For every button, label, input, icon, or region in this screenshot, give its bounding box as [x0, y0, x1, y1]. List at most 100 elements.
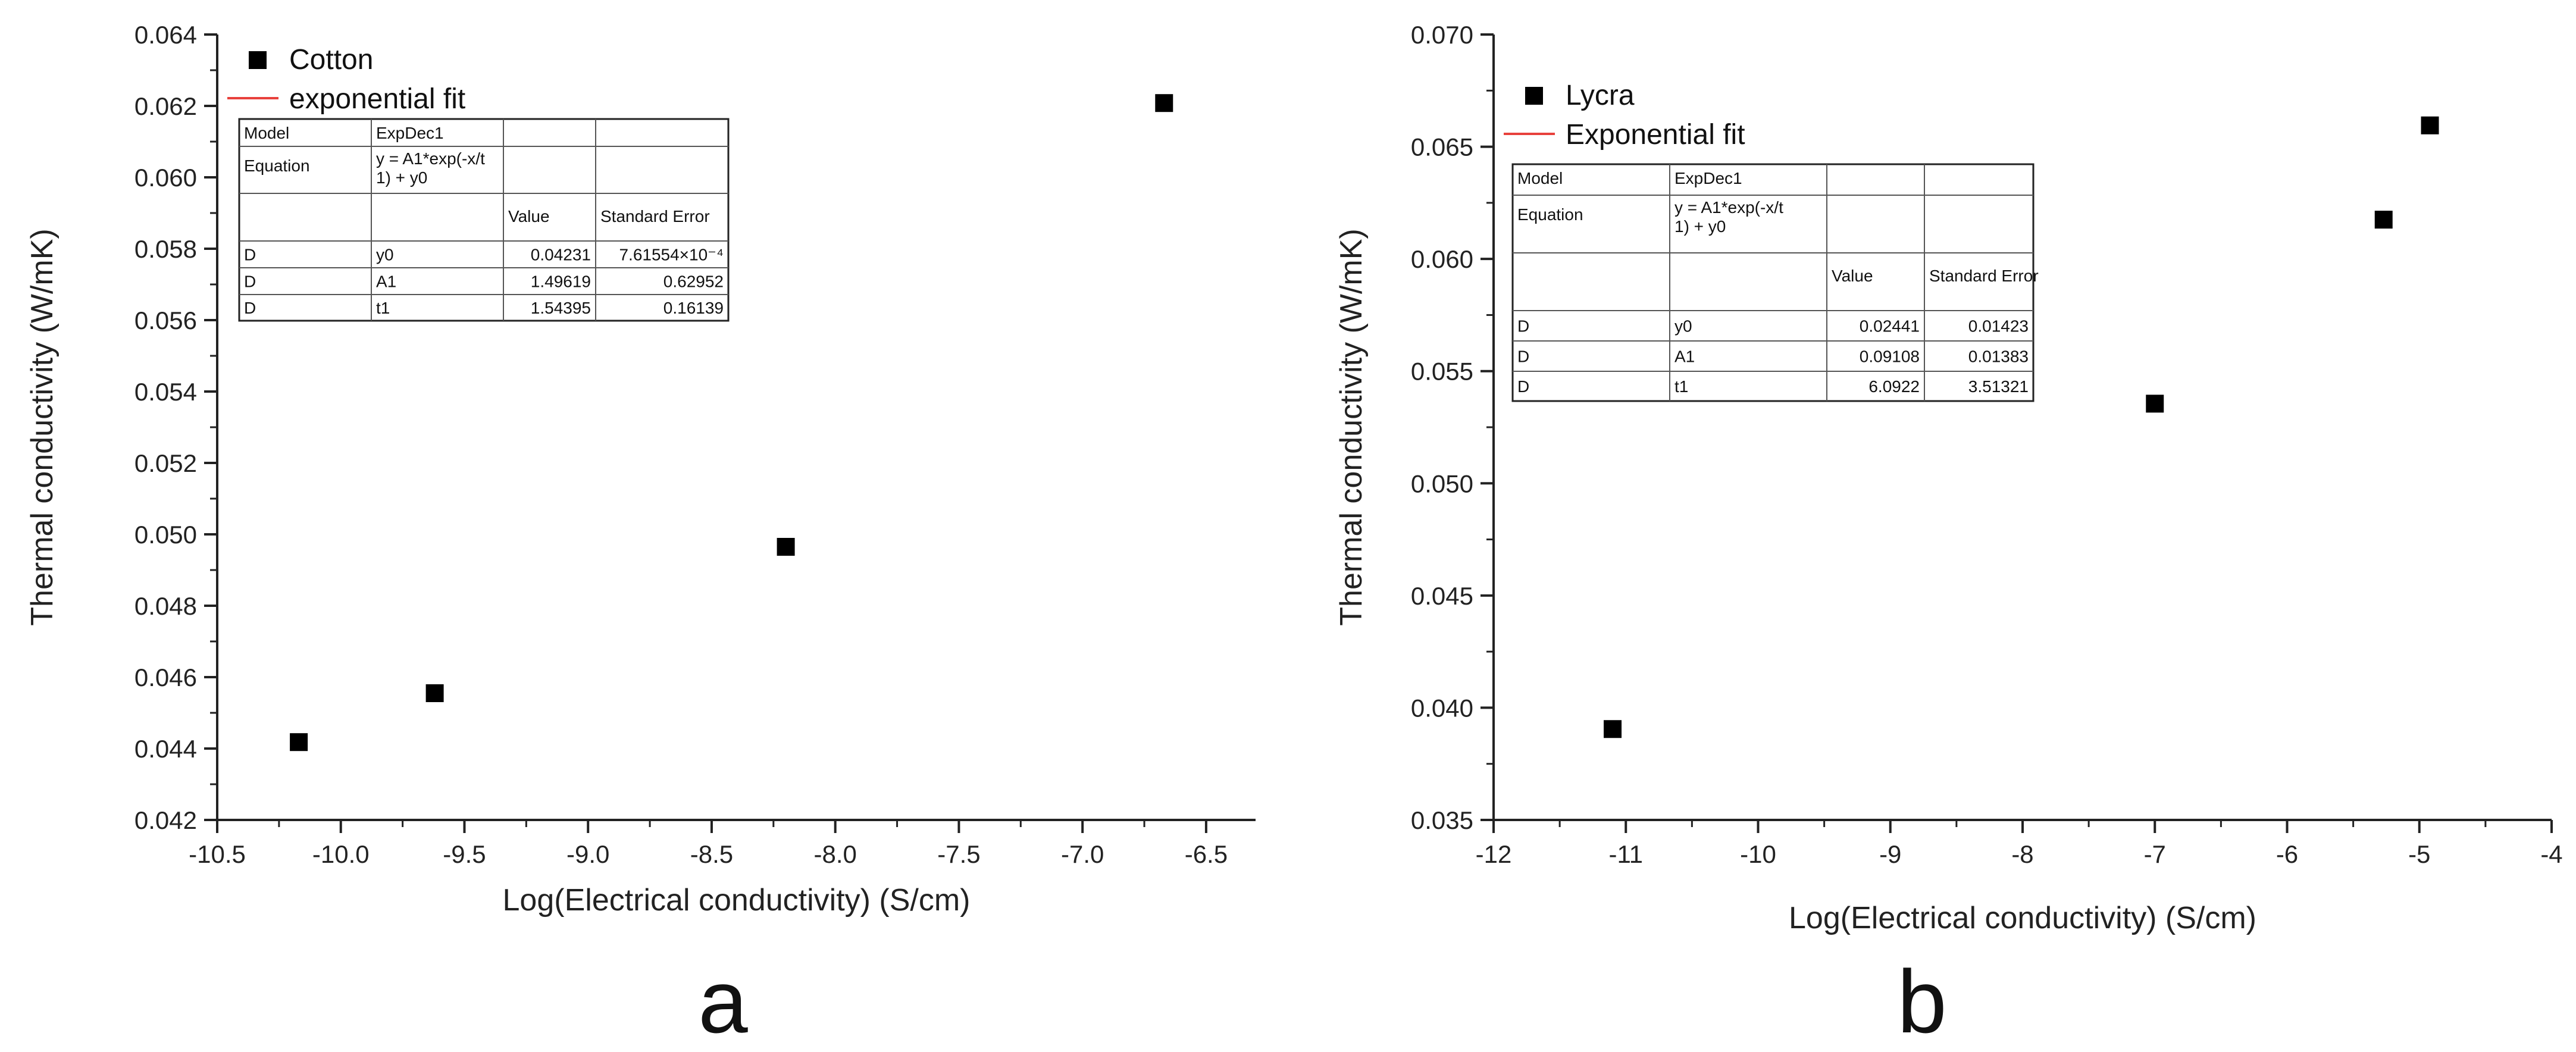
- y-tick-label: 0.060: [1411, 245, 1473, 273]
- x-tick-label: -7.5: [937, 840, 980, 868]
- fit-table-cell: D: [244, 299, 256, 317]
- fit-table-cell: 0.16139: [663, 299, 724, 317]
- y-tick-label: 0.056: [134, 306, 197, 334]
- data-point: [2421, 116, 2439, 134]
- data-point: [2146, 394, 2164, 413]
- x-tick-label: -12: [1476, 840, 1512, 868]
- x-tick-label: -11: [1608, 840, 1643, 868]
- fit-table-cell: D: [1517, 377, 1529, 396]
- fit-table-header: Value: [508, 207, 550, 226]
- panel-label: b: [1897, 951, 1946, 1051]
- fit-table-border: [238, 118, 730, 322]
- legend-marker: [1525, 87, 1543, 105]
- legend-label-fit: exponential fit: [289, 83, 465, 115]
- fit-table-cell: A1: [1674, 347, 1695, 366]
- y-tick-label: 0.044: [134, 735, 197, 763]
- fit-table-cell: 0.01383: [1968, 347, 2029, 366]
- fit-table-cell: y0: [376, 246, 394, 264]
- data-point: [290, 733, 308, 752]
- data-point: [425, 684, 444, 702]
- y-tick-label: 0.055: [1411, 358, 1473, 386]
- x-tick-label: -7.0: [1061, 840, 1104, 868]
- y-tick-label: 0.054: [134, 378, 197, 406]
- fit-table-cell: D: [1517, 347, 1529, 366]
- y-tick-label: 0.045: [1411, 582, 1473, 610]
- fit-table-equation-label: Equation: [1517, 205, 1583, 224]
- fit-table-model-value: ExpDec1: [1674, 169, 1742, 187]
- x-axis-title: Log(Electrical conductivity) (S/cm): [1789, 901, 2256, 935]
- fit-table-header: Standard Error: [1929, 267, 2039, 285]
- fit-table-model-value: ExpDec1: [376, 124, 444, 142]
- x-tick-label: -9: [1879, 840, 1901, 868]
- x-tick-label: -10.0: [312, 840, 370, 868]
- fit-table-cell: 0.01423: [1968, 317, 2029, 336]
- legend-marker: [249, 51, 267, 69]
- data-point: [1155, 94, 1173, 112]
- y-tick-label: 0.060: [134, 164, 197, 192]
- fit-table-border: [1511, 163, 2034, 402]
- fit-table-cell: 7.61554×10⁻⁴: [619, 246, 724, 264]
- x-tick-label: -4: [2540, 840, 2562, 868]
- chart-panel-b: -12 -11 -10 -9 -8 -7 -6 -5 -4 0.035 0.040 0.045 0.05…: [1334, 21, 2563, 1051]
- y-tick-label: 0.050: [134, 521, 197, 549]
- x-axis-title: Log(Electrical conductivity) (S/cm): [503, 883, 971, 918]
- fit-table-cell: 0.02441: [1860, 317, 1920, 336]
- x-tick-label: -7: [2144, 840, 2166, 868]
- fit-table-header: Standard Error: [600, 207, 710, 226]
- fit-table-equation-line: 1) + y0: [1674, 217, 1726, 236]
- fit-table-header: Value: [1832, 267, 1873, 285]
- fit-table-cell: 0.62952: [663, 273, 724, 291]
- x-tick-label: -8: [2011, 840, 2033, 868]
- y-tick-label: 0.058: [134, 235, 197, 263]
- fit-table-cell: 3.51321: [1968, 377, 2029, 396]
- x-tick-label: -8.5: [690, 840, 733, 868]
- fit-table-equation-line: y = A1*exp(-x/t: [376, 149, 485, 168]
- fit-table-cell: 1.49619: [531, 273, 591, 291]
- y-tick-label: 0.042: [134, 806, 197, 834]
- fit-table-model-label: Model: [1517, 169, 1563, 187]
- y-tick-label: 0.062: [134, 92, 197, 120]
- x-tick-label: -6.5: [1185, 840, 1228, 868]
- legend-label-scatter: Cotton: [289, 44, 373, 76]
- fit-table-equation-line: 1) + y0: [376, 168, 427, 187]
- x-tick-label: -9.5: [443, 840, 486, 868]
- legend-label-scatter: Lycra: [1566, 80, 1635, 111]
- y-axis-title: Thermal conductivity (W/mK): [1334, 228, 1369, 625]
- y-axis-title: Thermal conductivity (W/mK): [25, 228, 60, 625]
- fit-table: Model ExpDec1 Equation y = A1*exp(-x/t1) + …: [238, 118, 730, 322]
- y-tick-label: 0.065: [1411, 133, 1473, 161]
- panel-label: a: [698, 951, 748, 1051]
- fit-table-cell: y0: [1674, 317, 1692, 336]
- y-tick-label: 0.070: [1411, 21, 1473, 49]
- y-tick-label: 0.040: [1411, 694, 1473, 722]
- y-tick-label: 0.046: [134, 663, 197, 691]
- y-tick-label: 0.050: [1411, 469, 1473, 497]
- fit-table-equation-line: y = A1*exp(-x/t: [1674, 198, 1783, 217]
- y-tick-label: 0.064: [134, 21, 197, 49]
- x-tick-label: -10.5: [189, 840, 246, 868]
- fit-table-cell: A1: [376, 273, 396, 291]
- fit-table-cell: 6.0922: [1868, 377, 1920, 396]
- fit-table-cell: t1: [1674, 377, 1688, 396]
- fit-table-cell: D: [244, 273, 256, 291]
- legend-label-fit: Exponential fit: [1566, 119, 1745, 151]
- x-tick-label: -10: [1740, 840, 1776, 868]
- fit-table-cell: D: [244, 246, 256, 264]
- x-tick-label: -6: [2276, 840, 2298, 868]
- chart-panel-a: -10.5 -10.0 -9.5 -9.0 -8.5 -8.0 -7.5 -7.0 -6.5 0.…: [25, 21, 1256, 1051]
- x-tick-label: -8.0: [814, 840, 857, 868]
- fit-table-cell: t1: [376, 299, 390, 317]
- y-tick-label: 0.052: [134, 449, 197, 477]
- fit-table-equation-label: Equation: [244, 156, 310, 175]
- x-tick-label: -9.0: [566, 840, 609, 868]
- data-point: [1604, 720, 1622, 738]
- x-tick-label: -5: [2408, 840, 2430, 868]
- data-point: [777, 538, 795, 556]
- fit-table-cell: 1.54395: [531, 299, 591, 317]
- fit-table-model-label: Model: [244, 124, 289, 142]
- y-tick-label: 0.035: [1411, 806, 1473, 834]
- y-tick-label: 0.048: [134, 592, 197, 620]
- fit-table-cell: 0.09108: [1860, 347, 1920, 366]
- fit-table-cell: 0.04231: [531, 246, 591, 264]
